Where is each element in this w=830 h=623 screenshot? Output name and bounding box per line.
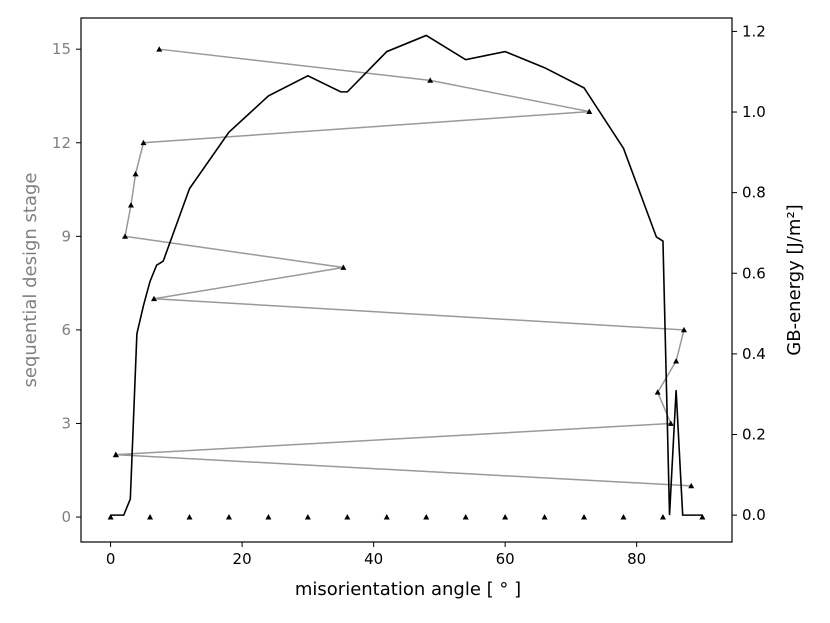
stage-point — [462, 514, 469, 520]
y-right-tick-label: 1.0 — [742, 103, 766, 121]
y-right-tick-label: 0.6 — [742, 264, 766, 282]
y-left-tick-label: 6 — [61, 321, 71, 339]
stage-point — [654, 389, 661, 395]
stage-point — [107, 514, 114, 520]
y-right-tick-label: 1.2 — [742, 22, 766, 40]
x-tick-label: 0 — [106, 550, 116, 568]
stage-point — [265, 514, 272, 520]
stage-point — [112, 451, 119, 458]
stage-point — [122, 233, 129, 239]
y-right-tick-label: 0.2 — [742, 425, 766, 443]
stage-point — [304, 514, 311, 520]
stage-point — [620, 514, 627, 520]
stage-point — [156, 46, 163, 52]
x-axis-label: misorientation angle [ ° ] — [295, 579, 521, 600]
stage-point — [127, 202, 134, 208]
stage-point — [673, 358, 680, 364]
stage-point — [383, 514, 390, 520]
stage-point — [147, 514, 154, 520]
x-tick-label: 20 — [233, 550, 252, 568]
series-layer — [107, 34, 706, 520]
stage-point — [140, 139, 147, 146]
y-left-tick-label: 3 — [61, 414, 71, 432]
ticks-layer: 0 20 40 60 80 0 3 6 9 12 15 0.0 0.2 0.4 0.6 0.8 1.0 1.2 — [52, 22, 766, 568]
stage-point — [541, 514, 548, 520]
stage-path-line — [115, 48, 692, 487]
plot-area — [80, 17, 733, 543]
stage-point — [150, 295, 157, 302]
stage-point — [423, 514, 430, 520]
gb-energy-line — [110, 34, 703, 516]
y-right-tick-label: 0.0 — [742, 506, 766, 524]
stage-point — [586, 108, 593, 114]
stage-point — [225, 514, 232, 520]
stage-point — [186, 514, 193, 520]
stage-point — [427, 77, 434, 83]
y-right-tick-label: 0.8 — [742, 184, 766, 202]
y-right-tick-label: 0.4 — [742, 345, 766, 363]
stage-point — [667, 420, 674, 426]
stage-point — [699, 514, 706, 520]
stage-point — [132, 170, 139, 177]
y-left-axis-label: sequential design stage — [20, 173, 41, 388]
stage-point — [502, 514, 509, 520]
y-left-tick-label: 9 — [61, 227, 71, 245]
y-right-axis-label: GB-energy [J/m²] — [784, 204, 805, 355]
plot-frame — [80, 17, 733, 543]
stage-point — [680, 326, 687, 333]
stage-point — [340, 264, 347, 270]
y-left-tick-label: 12 — [52, 134, 71, 152]
stage-point — [688, 482, 695, 489]
stage-point — [659, 514, 666, 520]
y-left-tick-label: 0 — [61, 508, 71, 526]
stage-point — [344, 514, 351, 520]
y-left-tick-label: 15 — [52, 40, 71, 58]
x-tick-label: 60 — [496, 550, 515, 568]
x-tick-label: 80 — [627, 550, 646, 568]
x-tick-label: 40 — [364, 550, 383, 568]
stage-point — [581, 514, 588, 520]
